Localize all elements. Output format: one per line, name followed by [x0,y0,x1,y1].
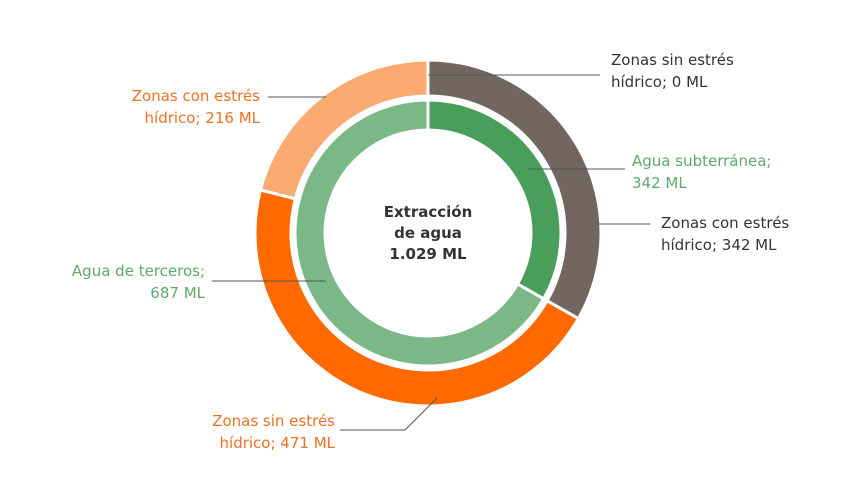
inner-slice-1 [293,98,546,368]
slice-labels: Agua subterránea; 342 ML Agua de terceros;… [72,51,790,452]
outer-leader-2 [340,397,438,431]
outer-slice-3-label-1: hídrico; 216 ML [145,109,261,127]
outer-slice-1-label-1: hídrico; 342 ML [661,236,777,254]
center-label-line-1: Extracción [384,203,473,221]
inner-slice-1-label-0: Agua de terceros; [72,262,205,280]
leader-lines [212,74,650,431]
inner-slice-1-label-1: 687 ML [150,284,205,302]
outer-slice-3 [258,58,430,201]
outer-slice-2 [253,188,581,408]
inner-slice-0-label-1: 342 ML [632,174,687,192]
outer-slice-3-label-0: Zonas con estrés [132,87,260,105]
center-label-line-3: 1.029 ML [389,245,467,263]
outer-slice-2-label-1: hídrico; 471 ML [220,434,336,452]
center-label-line-2: de agua [394,224,462,242]
outer-slice-1 [426,58,603,321]
outer-slice-0-label-0: Zonas sin estrés [611,51,734,69]
inner-slice-0-label-0: Agua subterránea; [632,152,771,170]
donut-slices [253,58,603,408]
outer-slice-0-label-1: hídrico; 0 ML [611,73,708,91]
outer-slice-2-label-0: Zonas sin estrés [212,412,335,430]
outer-slice-1-label-0: Zonas con estrés [661,214,789,232]
